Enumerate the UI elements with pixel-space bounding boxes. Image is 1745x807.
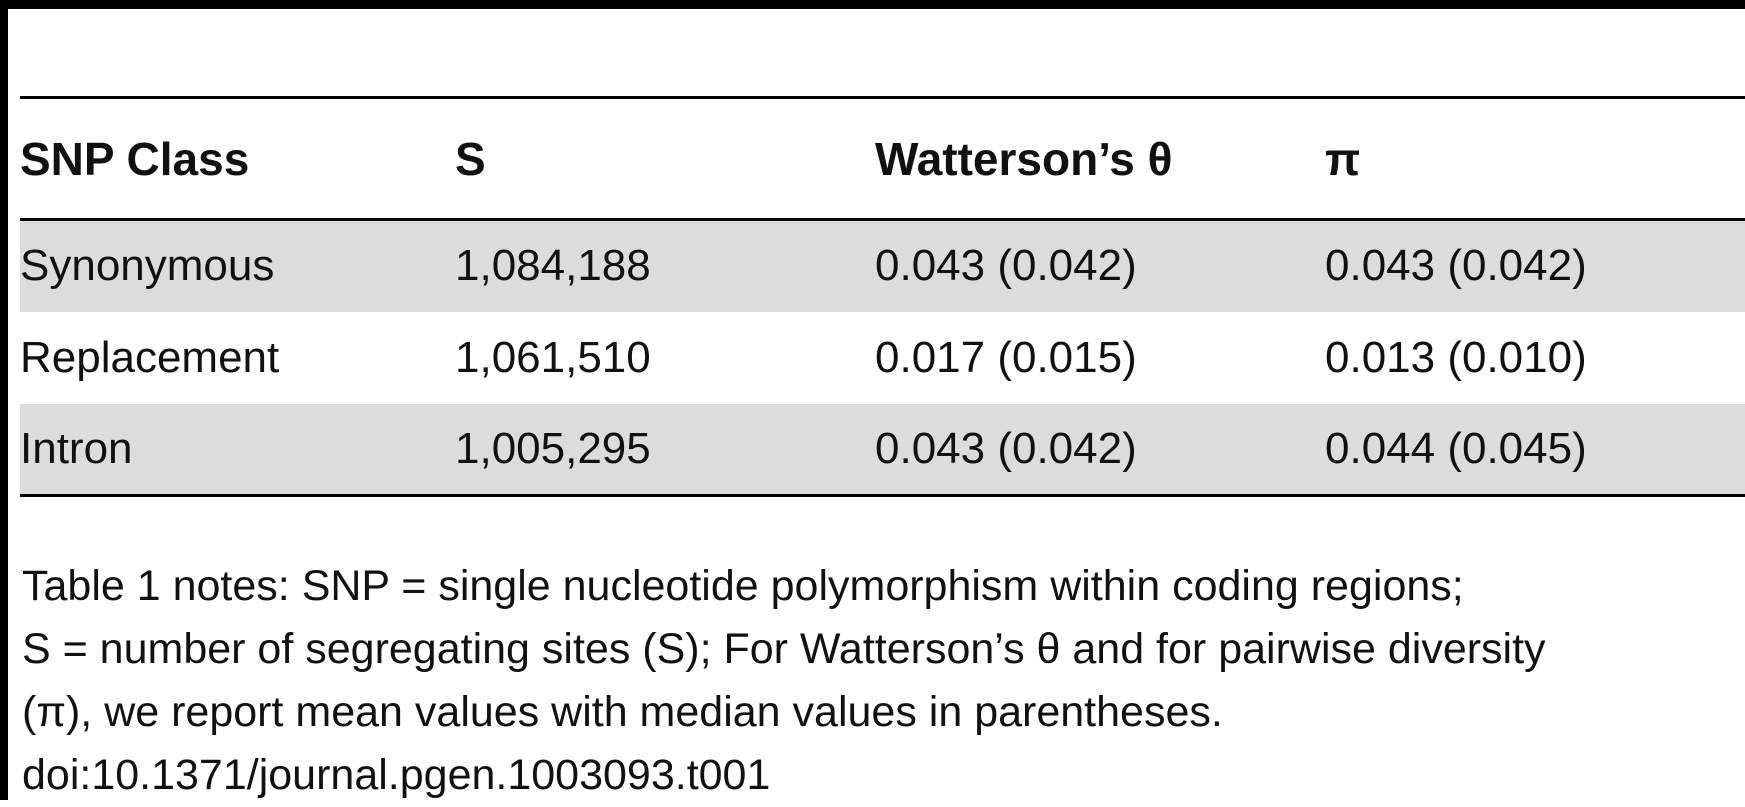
- header-row: SNP Class S Watterson’s θ π: [20, 96, 1745, 221]
- cell-watterson-theta: 0.017 (0.015): [875, 332, 1137, 382]
- header-s: S: [455, 96, 875, 221]
- header-pi: π: [1325, 96, 1745, 221]
- notes-line-2: S = number of segregating sites (S); For…: [22, 625, 1546, 673]
- cell-watterson-theta: 0.043 (0.042): [875, 403, 1325, 497]
- cell-pi: 0.013 (0.010): [1325, 332, 1587, 382]
- cell-s: 1,005,295: [455, 403, 875, 497]
- cell-watterson-theta: 0.043 (0.042): [875, 219, 1325, 312]
- notes-line-1: Table 1 notes: SNP = single nucleotide p…: [22, 562, 1464, 610]
- cell-s: 1,084,188: [455, 219, 875, 312]
- left-rule: [0, 0, 8, 800]
- table-notes: Table 1 notes: SNP = single nucleotide p…: [22, 555, 1742, 807]
- header-watterson-theta: Watterson’s θ: [875, 96, 1325, 221]
- cell-s: 1,061,510: [455, 332, 651, 382]
- cell-snp-class: Replacement: [20, 332, 280, 382]
- cell-snp-class: Intron: [20, 403, 455, 497]
- table-row: Synonymous 1,084,188 0.043 (0.042) 0.043…: [20, 219, 1745, 312]
- table-row: Intron 1,005,295 0.043 (0.042) 0.044 (0.…: [20, 403, 1745, 497]
- table-row: Replacement 1,061,510 0.017 (0.015) 0.01…: [20, 312, 1745, 404]
- table-container: SNP Class S Watterson’s θ π Synonymous 1…: [20, 96, 1745, 497]
- cell-snp-class: Synonymous: [20, 219, 455, 312]
- notes-line-3: (π), we report mean values with median v…: [22, 688, 1223, 736]
- top-rule: [0, 0, 1745, 9]
- cell-pi: 0.044 (0.045): [1325, 403, 1745, 497]
- header-snp-class: SNP Class: [20, 96, 455, 221]
- doi-text: doi:10.1371/journal.pgen.1003093.t001: [22, 751, 771, 799]
- cell-pi: 0.043 (0.042): [1325, 219, 1745, 312]
- snp-table: SNP Class S Watterson’s θ π Synonymous 1…: [20, 96, 1745, 497]
